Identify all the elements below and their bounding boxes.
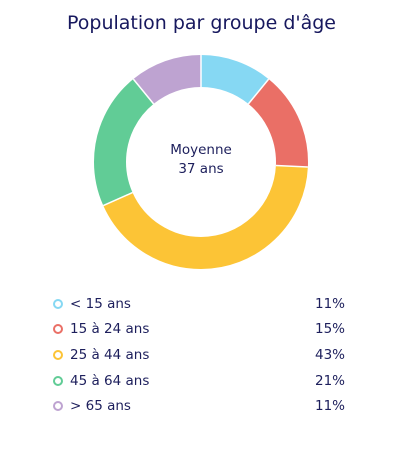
donut-slice-2 [94,55,308,269]
legend-item: 45 à 64 ans 21% [53,368,345,394]
slice-separator [102,191,133,207]
legend-marker-icon [53,375,63,386]
slice-separator [247,78,270,105]
legend-value: 15% [314,321,345,338]
legend-label: 45 à 64 ans [70,372,150,389]
legend-item: 15 à 24 ans 15% [53,317,345,343]
legend-item: > 65 ans 11% [53,393,345,419]
slice-separator [132,78,155,105]
legend-value: 21% [314,372,345,389]
center-label-title: Moyenne [170,142,232,158]
legend-label: < 15 ans [70,295,131,312]
legend-marker-icon [53,401,63,412]
legend-value: 11% [314,398,345,415]
donut-slice-3 [94,55,308,269]
legend-value: 11% [314,295,345,312]
legend-label: > 65 ans [70,398,131,415]
chart-title: Population par groupe d'âge [66,12,336,34]
legend-item: < 15 ans 11% [53,291,345,317]
legend-label: 15 à 24 ans [70,321,150,338]
legend-marker-icon [53,349,63,360]
legend-marker-icon [53,324,63,335]
legend-value: 43% [314,346,345,363]
donut-slice-4 [94,55,308,269]
slice-separator [275,164,308,168]
center-label-value: 37 ans [178,161,224,177]
legend-label: 25 à 44 ans [70,346,150,363]
center-label: Moyenne 37 ans [141,141,261,177]
legend-marker-icon [53,298,63,309]
legend: < 15 ans 11% 15 à 24 ans 15% 25 à 44 ans 43% 4… [53,291,345,419]
legend-item: 25 à 44 ans 43% [53,342,345,368]
